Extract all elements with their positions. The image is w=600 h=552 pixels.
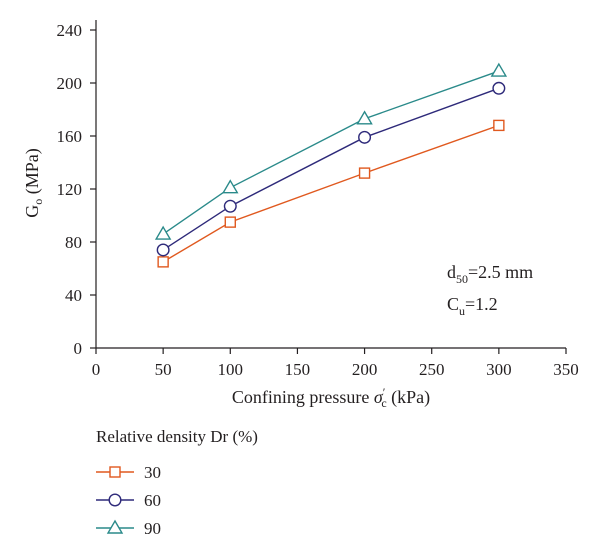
legend-item: 60 [96,491,161,510]
series-layer [154,62,508,268]
y-axis-title-main: G [22,205,42,218]
y-tick-label: 80 [65,233,82,252]
legend-title: Relative density Dr (%) [96,427,258,446]
legend-label: 60 [144,491,161,510]
data-point-circle [358,130,372,144]
data-point-triangle [222,179,239,194]
legend-label: 30 [144,463,161,482]
legend-label: 90 [144,519,161,538]
x-axis-title-sup: ′ [383,385,386,399]
data-point-square [224,216,236,228]
data-point-square [493,119,505,132]
data-point-triangle [356,110,373,125]
x-tick-label: 250 [419,360,445,379]
data-point-circle [492,81,506,95]
series-90 [154,62,508,240]
y-axis-ticks: 0 40 80 120 160 200 240 [57,21,96,358]
y-tick-label: 200 [57,74,83,93]
x-axis-title-prefix: Confining pressure [232,387,374,407]
annotation-cu-sub: u [459,304,465,318]
legend-marker-circle [108,493,122,507]
x-axis-title-unit: (kPa) [387,387,431,408]
annotation-d50-rest: =2.5 mm [468,262,533,282]
x-tick-label: 100 [218,360,244,379]
x-axis-title-sub: c [381,396,386,410]
x-axis-ticks: 0 50 100 150 200 250 300 350 [92,348,579,379]
data-point-circle [156,243,170,257]
y-axis-title-sub: o [31,199,45,205]
x-tick-label: 0 [92,360,101,379]
legend-marker-triangle [106,519,124,534]
x-tick-label: 50 [155,360,172,379]
data-point-triangle [490,62,508,77]
x-tick-label: 300 [486,360,512,379]
legend: 30 60 90 [96,463,161,538]
annotation-cu-main: C [447,294,459,314]
y-tick-label: 160 [57,127,83,146]
x-axis-title: Confining pressure σ′ c (kPa) [232,385,430,410]
y-tick-label: 40 [65,286,82,305]
annotation-d50: d50=2.5 mm [447,262,533,286]
y-axis-title-unit: (MPa) [22,148,43,194]
legend-item: 30 [96,463,161,482]
annotation-d50-sub: 50 [456,272,468,286]
series-line [162,124,500,263]
series-30 [157,119,505,268]
data-point-square [358,167,371,179]
x-axis-title-symbol: σ [374,387,384,407]
series-60 [156,81,506,257]
annotation-cu-rest: =1.2 [465,294,498,314]
y-tick-label: 120 [57,180,83,199]
data-point-square [157,256,169,268]
annotation-cu: Cu=1.2 [447,294,498,318]
legend-item: 90 [96,519,161,538]
series-line [162,70,500,235]
x-tick-label: 350 [553,360,579,379]
x-tick-label: 150 [285,360,311,379]
legend-marker-square [109,466,121,478]
y-tick-label: 240 [57,21,83,40]
data-point-triangle [154,225,172,240]
annotation-d50-main: d [447,262,456,282]
series-line [162,87,500,251]
data-point-circle [223,199,237,213]
x-tick-label: 200 [352,360,378,379]
y-axis-title: Go (MPa) [22,148,45,218]
y-tick-label: 0 [74,339,83,358]
